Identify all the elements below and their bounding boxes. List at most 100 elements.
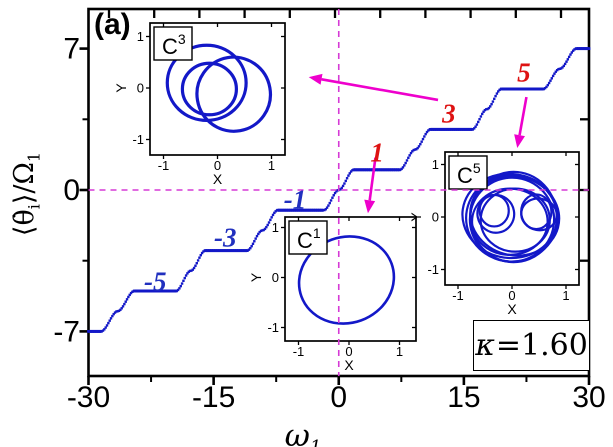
- data-point: [420, 140, 423, 143]
- data-point: [583, 47, 587, 50]
- inset-y-axis-label: Y: [248, 272, 264, 282]
- data-point: [160, 289, 163, 293]
- data-point: [274, 210, 277, 213]
- limit-cycle-loop: [520, 197, 558, 232]
- data-point: [546, 83, 549, 87]
- data-point: [394, 168, 397, 172]
- annotation-arrow: [321, 78, 439, 102]
- data-point: [202, 250, 205, 253]
- inset-y-tick-label: 1: [272, 220, 279, 235]
- data-point: [158, 289, 161, 293]
- step-label-1: 1: [370, 138, 384, 168]
- data-point: [550, 77, 553, 80]
- data-point: [551, 74, 555, 78]
- data-point: [282, 208, 286, 212]
- data-point: [263, 227, 267, 231]
- data-point: [399, 168, 402, 171]
- data-point: [419, 142, 422, 146]
- data-point: [445, 128, 449, 131]
- data-point: [329, 199, 333, 202]
- data-point: [508, 87, 512, 91]
- data-point: [116, 310, 119, 313]
- data-point: [553, 72, 556, 75]
- data-point: [487, 106, 491, 110]
- data-point: [172, 289, 176, 293]
- data-point: [345, 177, 349, 180]
- data-point: [547, 81, 551, 85]
- limit-cycle-loop: [476, 193, 516, 234]
- data-point: [91, 330, 95, 333]
- data-point: [121, 305, 125, 308]
- data-point: [255, 234, 259, 238]
- data-point: [473, 127, 476, 130]
- inset-x-tick-label: -1: [158, 158, 170, 173]
- data-point: [258, 230, 261, 234]
- data-point: [347, 174, 350, 177]
- data-point: [435, 128, 439, 131]
- panel-label: (a): [94, 8, 131, 41]
- data-point: [545, 85, 548, 89]
- data-point: [531, 87, 535, 91]
- data-point: [164, 289, 168, 293]
- data-point: [520, 87, 524, 91]
- y-label-theta-dot: θ̇: [9, 209, 40, 226]
- data-point: [208, 249, 211, 252]
- data-point: [131, 290, 134, 294]
- data-point: [474, 125, 477, 128]
- data-point: [241, 249, 245, 252]
- data-point: [155, 289, 159, 293]
- data-point: [162, 289, 165, 293]
- data-point: [555, 68, 559, 72]
- data-point: [147, 289, 151, 293]
- data-point: [485, 108, 488, 111]
- inset-title-box: [153, 26, 193, 61]
- data-point: [320, 208, 324, 212]
- data-point: [278, 208, 282, 212]
- inset-y-axis-label: Y: [408, 212, 424, 222]
- data-point: [577, 47, 580, 50]
- data-point: [411, 150, 414, 153]
- data-point: [407, 156, 410, 160]
- data-point: [351, 169, 354, 172]
- data-point: [119, 308, 122, 312]
- data-point: [466, 128, 470, 131]
- data-point: [557, 67, 560, 71]
- staircase-series: [87, 47, 591, 333]
- inset-y-tick-label: 0: [137, 81, 144, 96]
- y-tick-label: 0: [63, 174, 80, 207]
- data-point: [271, 213, 275, 217]
- data-point: [212, 249, 216, 252]
- data-point: [309, 208, 313, 212]
- data-point: [387, 168, 391, 172]
- data-point: [124, 300, 127, 303]
- data-point: [230, 249, 234, 252]
- data-point: [516, 87, 520, 91]
- data-point: [486, 107, 489, 111]
- inset-title-box: [448, 155, 488, 190]
- data-point: [424, 132, 427, 136]
- data-point: [522, 87, 526, 91]
- data-point: [180, 282, 184, 285]
- data-point: [284, 208, 288, 212]
- inset-x-axis-label: X: [213, 171, 223, 187]
- data-point: [587, 47, 591, 50]
- data-point: [554, 70, 558, 73]
- data-point: [433, 128, 437, 131]
- data-point: [93, 330, 97, 333]
- data-point: [413, 148, 417, 151]
- data-point: [364, 168, 368, 172]
- data-point: [249, 246, 252, 250]
- data-point: [153, 289, 157, 293]
- data-point: [109, 317, 113, 320]
- data-point: [525, 87, 528, 91]
- inset-x-tick-label: 1: [396, 344, 403, 359]
- data-point: [307, 208, 311, 212]
- limit-cycle-loop: [468, 176, 556, 263]
- data-point: [369, 168, 372, 172]
- data-point: [417, 145, 421, 148]
- data-point: [491, 100, 495, 103]
- data-point: [339, 188, 342, 191]
- data-point: [498, 88, 501, 92]
- data-point: [327, 204, 330, 207]
